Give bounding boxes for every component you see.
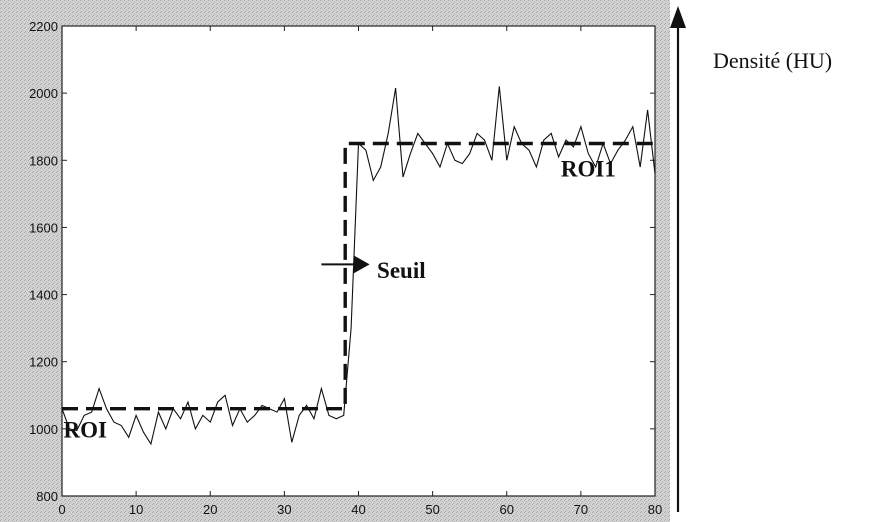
series-layer [61, 86, 656, 446]
y-tick-label: 800 [36, 489, 58, 504]
x-tick-label: 20 [203, 502, 217, 517]
y-tick-label: 1600 [29, 220, 58, 235]
y-axis-title: Densité (HU) [713, 48, 832, 73]
y-tick-label: 1400 [29, 288, 58, 303]
x-tick-label: 30 [277, 502, 291, 517]
x-tick-label: 0 [58, 502, 65, 517]
roi1-label: ROI1 [561, 156, 616, 181]
x-tick-label: 70 [574, 502, 588, 517]
x-tick-label: 80 [648, 502, 662, 517]
annotation-layer: ROI ROI1 Seuil [63, 156, 615, 442]
y-tick-label: 1000 [29, 422, 58, 437]
seuil-arrow-head [353, 255, 370, 274]
y-tick-label: 1800 [29, 153, 58, 168]
threshold-step-line [62, 141, 655, 411]
seuil-label: Seuil [377, 258, 426, 283]
x-tick-label: 10 [129, 502, 143, 517]
roi-label: ROI [63, 417, 107, 442]
x-tick-label: 50 [425, 502, 439, 517]
y-tick-label: 2000 [29, 86, 58, 101]
x-tick-label: 40 [351, 502, 365, 517]
y-tick-label: 2200 [29, 19, 58, 34]
axis-tick-labels: 0 10 20 30 40 50 60 70 80 800 1000 1200 1400 1600 1800… [29, 19, 662, 517]
density-axis-arrow [670, 6, 686, 512]
y-tick-label: 1200 [29, 355, 58, 370]
x-tick-label: 60 [500, 502, 514, 517]
axis-ticks [61, 25, 656, 497]
